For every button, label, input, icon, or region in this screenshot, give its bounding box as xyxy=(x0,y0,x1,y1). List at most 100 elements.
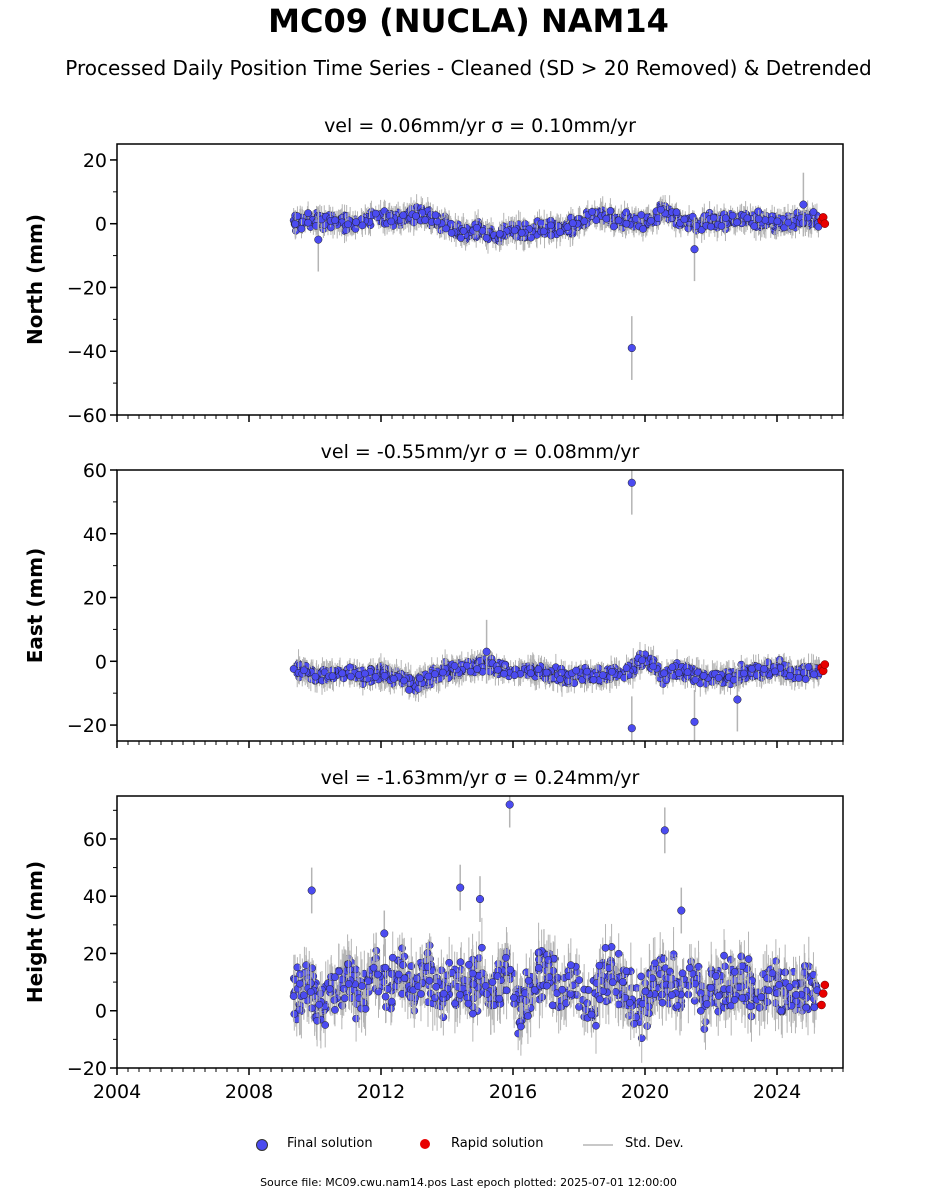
final-point xyxy=(297,224,306,233)
final-point xyxy=(517,229,526,237)
final-point xyxy=(728,211,737,220)
final-point xyxy=(380,671,389,680)
final-point xyxy=(450,662,459,670)
panel-title: vel = -0.55mm/yr σ = 0.08mm/yr xyxy=(321,441,640,463)
final-point xyxy=(447,229,456,237)
final-point xyxy=(328,672,337,680)
final-point xyxy=(371,673,380,681)
final-point xyxy=(544,956,553,964)
page-subtitle: Processed Daily Position Time Series - C… xyxy=(65,56,872,80)
final-point xyxy=(784,218,793,227)
final-point xyxy=(697,982,706,990)
final-point xyxy=(599,671,607,679)
final-point xyxy=(539,227,548,236)
final-point xyxy=(558,985,566,994)
final-point xyxy=(557,668,566,677)
final-point xyxy=(674,669,683,677)
final-point xyxy=(589,675,598,684)
final-point xyxy=(300,666,308,675)
final-point xyxy=(311,672,320,681)
final-point xyxy=(680,215,689,224)
final-point xyxy=(801,675,810,683)
final-point xyxy=(588,207,596,216)
final-point xyxy=(717,222,726,230)
final-point xyxy=(580,217,589,226)
panel-title: vel = 0.06mm/yr σ = 0.10mm/yr xyxy=(324,115,636,137)
final-point xyxy=(439,668,447,677)
y-tick-label: 20 xyxy=(83,150,107,172)
final-point xyxy=(304,218,312,227)
y-tick-label: 40 xyxy=(83,524,107,546)
final-point xyxy=(627,724,636,733)
final-point xyxy=(344,220,352,229)
final-point xyxy=(707,222,715,231)
final-point xyxy=(730,675,738,684)
final-point xyxy=(810,670,818,679)
final-point xyxy=(772,957,780,966)
final-point xyxy=(583,667,591,676)
final-point xyxy=(683,668,692,677)
final-point xyxy=(614,216,623,225)
final-point xyxy=(556,228,564,237)
final-point xyxy=(291,220,300,228)
final-point xyxy=(473,665,481,673)
final-point xyxy=(669,950,678,959)
final-point xyxy=(627,478,636,487)
final-point xyxy=(750,222,759,231)
final-point xyxy=(622,219,631,228)
page-title: MC09 (NUCLA) NAM14 xyxy=(268,2,669,40)
final-point xyxy=(743,214,752,223)
y-axis-label: East (mm) xyxy=(23,548,47,664)
rapid-point xyxy=(820,660,830,669)
final-point xyxy=(733,695,742,704)
final-point xyxy=(668,663,677,671)
final-point xyxy=(361,669,369,678)
noise-cloud xyxy=(289,917,821,1063)
y-tick-label: 0 xyxy=(95,651,107,673)
final-point xyxy=(457,234,465,242)
final-point xyxy=(549,966,558,975)
final-point xyxy=(510,671,519,680)
y-tick-label: −40 xyxy=(67,341,107,363)
final-point xyxy=(721,214,730,223)
final-point xyxy=(771,667,779,676)
y-tick-label: 20 xyxy=(83,588,107,610)
chart-figure: 20 0 −20 −40 −60 vel = 0.06mm/yr σ = 0.10mm/y… xyxy=(23,104,844,1108)
final-point xyxy=(657,205,665,214)
final-point xyxy=(493,665,502,674)
final-point xyxy=(572,666,580,675)
final-point xyxy=(421,216,430,224)
final-point xyxy=(699,671,708,680)
final-point xyxy=(412,212,420,220)
final-point xyxy=(346,672,355,681)
final-point xyxy=(649,662,658,671)
final-point xyxy=(786,672,794,680)
final-point xyxy=(472,223,481,232)
y-tick-label: −20 xyxy=(67,277,107,299)
final-point xyxy=(338,669,347,678)
final-point xyxy=(482,647,491,656)
final-point xyxy=(639,225,647,233)
final-point xyxy=(495,229,504,238)
panel-east: 60 40 20 0 −20 vel = -0.55mm/yr σ = 0.08mm/yr… xyxy=(23,430,844,781)
final-point xyxy=(331,216,339,225)
final-point xyxy=(509,993,518,1002)
final-point xyxy=(606,207,615,215)
final-point xyxy=(614,949,623,958)
final-point xyxy=(609,222,618,231)
final-point xyxy=(690,245,699,254)
final-point xyxy=(304,209,312,217)
final-point xyxy=(733,218,741,227)
final-point xyxy=(760,665,768,673)
y-tick-label: −60 xyxy=(67,405,107,427)
final-point xyxy=(500,669,508,678)
final-point xyxy=(799,200,808,209)
y-tick-label: 0 xyxy=(95,214,107,236)
final-point xyxy=(416,674,424,683)
final-point xyxy=(546,221,555,230)
final-point xyxy=(773,217,782,226)
panel-north: 20 0 −20 −40 −60 vel = 0.06mm/yr σ = 0.10mm/y… xyxy=(23,104,844,455)
final-point xyxy=(314,235,323,244)
final-point xyxy=(795,674,803,682)
